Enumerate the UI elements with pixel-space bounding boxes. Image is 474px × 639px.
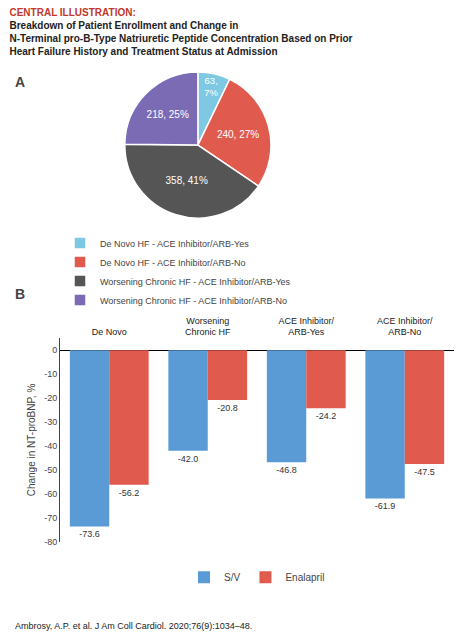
svg-text:-61.9: -61.9 [375,501,396,511]
svg-text:-80: -80 [44,537,57,547]
svg-text:-42.0: -42.0 [178,454,199,464]
svg-text:240, 27%: 240, 27% [217,129,259,140]
svg-text:Worsening Chronic HF - ACE Inh: Worsening Chronic HF - ACE Inhibitor/ARB… [100,296,287,306]
svg-text:CENTRAL ILLUSTRATION:Breakdown: CENTRAL ILLUSTRATION:Breakdown of Patien… [9,7,352,57]
svg-text:358, 41%: 358, 41% [166,175,208,186]
svg-text:ACE Inhibitor/ARB-No: ACE Inhibitor/ARB-No [377,316,433,338]
svg-text:0: 0 [52,345,57,355]
svg-text:-47.5: -47.5 [414,467,435,477]
svg-text:Worsening Chronic HF - ACE Inh: Worsening Chronic HF - ACE Inhibitor/ARB… [100,277,291,287]
svg-text:63,7%: 63,7% [204,75,218,98]
svg-text:Ambrosy, A.P. et al. J Am Coll: Ambrosy, A.P. et al. J Am Coll Cardiol. … [15,621,252,631]
svg-text:-73.6: -73.6 [79,529,100,539]
svg-text:De Novo: De Novo [92,327,127,337]
svg-text:Change in NT-proBNP, %: Change in NT-proBNP, % [26,384,37,497]
svg-text:-40: -40 [44,441,57,451]
svg-text:De Novo HF - ACE Inhibitor/ARB: De Novo HF - ACE Inhibitor/ARB-Yes [100,239,249,249]
svg-text:S/V: S/V [224,572,240,583]
svg-text:-10: -10 [44,369,57,379]
svg-text:A: A [15,74,25,90]
svg-text:-30: -30 [44,417,57,427]
svg-text:Enalapril: Enalapril [285,572,324,583]
svg-text:-20.8: -20.8 [217,403,238,413]
svg-text:-24.2: -24.2 [316,411,337,421]
svg-text:-50: -50 [44,465,57,475]
svg-text:ACE Inhibitor/ARB-Yes: ACE Inhibitor/ARB-Yes [278,316,334,338]
svg-text:-70: -70 [44,513,57,523]
svg-text:WorseningChronic HF: WorseningChronic HF [185,316,231,338]
svg-text:B: B [15,286,25,302]
svg-text:-46.8: -46.8 [276,465,297,475]
svg-text:218, 25%: 218, 25% [147,109,189,120]
svg-text:-56.2: -56.2 [119,488,140,498]
svg-text:-20: -20 [44,393,57,403]
svg-text:-60: -60 [44,489,57,499]
svg-text:De Novo HF - ACE Inhibitor/ARB: De Novo HF - ACE Inhibitor/ARB-No [100,258,246,268]
